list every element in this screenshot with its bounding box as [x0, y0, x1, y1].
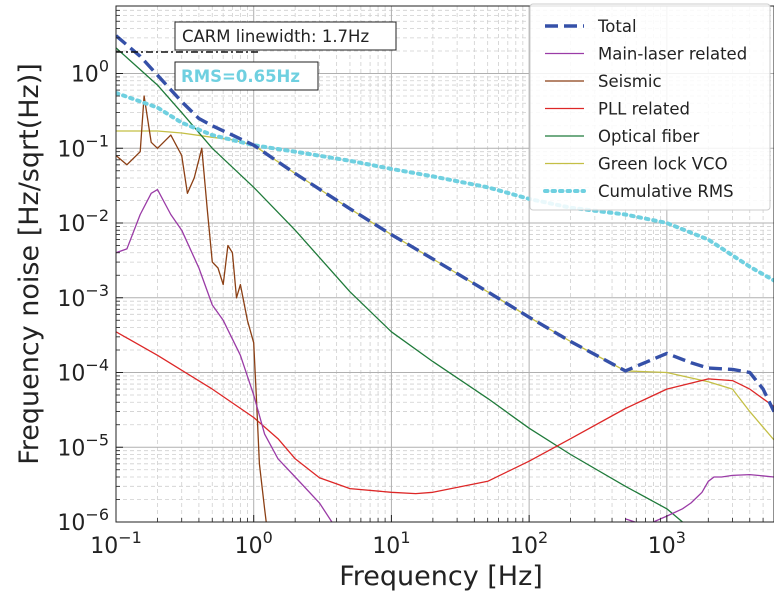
legend-label-cumulative-rms: Cumulative RMS	[598, 182, 734, 201]
rms-annotation: RMS=0.65Hz	[174, 61, 319, 91]
x-tick-label: 10−1	[90, 528, 142, 559]
legend-label-total: Total	[597, 17, 637, 36]
legend-label-green-lock-vco: Green lock VCO	[598, 155, 728, 174]
y-tick-label: 10−1	[57, 131, 109, 162]
legend-label-main-laser-related: Main-laser related	[598, 45, 747, 64]
legend-label-seismic: Seismic	[598, 72, 662, 91]
x-tick-label: 102	[510, 528, 548, 559]
legend-label-pll-related: PLL related	[598, 100, 690, 119]
series-line-cumulative-rms	[116, 90, 774, 283]
y-tick-label: 10−6	[57, 505, 109, 536]
legend-label-optical-fiber: Optical fiber	[598, 127, 700, 146]
y-tick-label: 100	[71, 57, 109, 88]
x-tick-label: 101	[372, 528, 410, 559]
y-tick-label: 10−4	[57, 356, 109, 387]
y-tick-label: 10−3	[57, 281, 109, 312]
linewidth-annotation: CARM linewidth: 1.7Hz	[174, 21, 397, 51]
y-axis-label: Frequency noise [Hz/sqrt(Hz)]	[14, 63, 45, 465]
series-line-main-laser-related-high	[625, 473, 774, 522]
x-axis-label: Frequency [Hz]	[339, 561, 543, 592]
x-tick-label: 103	[648, 528, 686, 559]
tick-marks	[115, 5, 774, 523]
y-tick-label: 10−5	[57, 430, 109, 461]
series-line-main-laser-related	[116, 188, 333, 522]
series-layer	[116, 34, 774, 522]
rms-annotation-text: RMS=0.65Hz	[181, 67, 300, 86]
plot-frame	[115, 5, 774, 523]
linewidth-annotation-text: CARM linewidth: 1.7Hz	[182, 27, 369, 46]
y-tick-label: 10−2	[57, 206, 109, 237]
tick-labels: 10−1 100 101 102 103 10−6 10−5 10−4 10−3 10−2 10−1…	[57, 57, 686, 559]
series-line-seismic	[116, 95, 267, 522]
series-line-optical-fiber	[116, 47, 683, 522]
x-tick-label: 100	[235, 528, 273, 559]
legend-box	[529, 3, 771, 211]
series-line-total	[116, 34, 774, 413]
legend: Total Main-laser related Seismic PLL relate…	[529, 3, 771, 211]
